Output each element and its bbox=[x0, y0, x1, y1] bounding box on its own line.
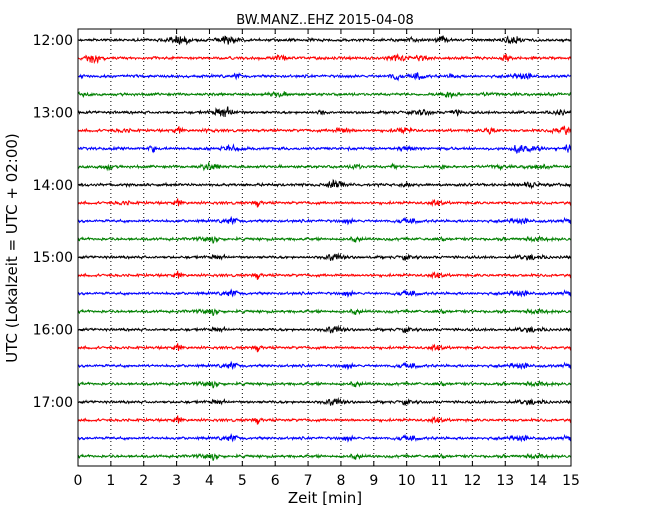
trace-line bbox=[77, 360, 572, 371]
trace-line bbox=[77, 35, 572, 46]
x-tick-label: 7 bbox=[304, 473, 313, 489]
x-tick-label: 1 bbox=[106, 473, 115, 489]
trace-line bbox=[77, 235, 572, 244]
x-tick-label: 8 bbox=[336, 473, 345, 489]
y-tick-label: 17:00 bbox=[33, 395, 73, 411]
chart-title: BW.MANZ..EHZ 2015-04-08 bbox=[236, 13, 414, 28]
x-tick-label: 12 bbox=[463, 473, 481, 489]
x-tick-label: 4 bbox=[205, 473, 214, 489]
trace-line bbox=[77, 161, 572, 172]
trace-line bbox=[77, 414, 572, 425]
y-axis-title: UTC (Lokalzeit = UTC + 02:00) bbox=[3, 133, 21, 363]
trace-line bbox=[77, 90, 572, 100]
x-tick-label: 5 bbox=[238, 473, 247, 489]
trace-line bbox=[77, 178, 572, 190]
x-axis-title: Zeit [min] bbox=[288, 489, 362, 507]
trace-line bbox=[77, 215, 572, 226]
x-tick-label: 3 bbox=[172, 473, 181, 489]
y-tick-label: 15:00 bbox=[33, 250, 73, 266]
trace-line bbox=[77, 52, 572, 65]
trace-line bbox=[77, 307, 572, 316]
x-tick-label: 13 bbox=[496, 473, 514, 489]
trace-line bbox=[77, 288, 572, 298]
y-tick-label: 13:00 bbox=[33, 105, 73, 121]
y-axis-ticks: 12:00 13:00 14:00 15:00 16:00 17:00 bbox=[33, 33, 571, 411]
x-tick-label: 10 bbox=[398, 473, 416, 489]
x-tick-label: 11 bbox=[431, 473, 449, 489]
trace-line bbox=[77, 379, 572, 389]
trace-line bbox=[77, 125, 572, 136]
trace-line bbox=[77, 433, 572, 443]
x-tick-label: 6 bbox=[271, 473, 280, 489]
trace-line bbox=[77, 342, 572, 353]
y-tick-label: 16:00 bbox=[33, 323, 73, 339]
trace-line bbox=[77, 106, 572, 118]
trace-line bbox=[77, 324, 572, 334]
trace-line bbox=[77, 197, 572, 208]
y-tick-label: 12:00 bbox=[33, 33, 73, 49]
trace-line bbox=[77, 396, 572, 406]
trace-line bbox=[77, 270, 572, 280]
vertical-grid bbox=[110, 29, 539, 466]
x-tick-label: 9 bbox=[369, 473, 378, 489]
trace-line bbox=[77, 143, 572, 154]
x-tick-label: 14 bbox=[529, 473, 547, 489]
plot-frame bbox=[77, 28, 572, 467]
trace-line bbox=[77, 252, 572, 262]
seismic-traces bbox=[77, 35, 572, 461]
trace-line bbox=[77, 71, 571, 82]
x-tick-label: 15 bbox=[562, 473, 580, 489]
x-axis-ticks: 0 1 2 3 4 5 6 7 8 9 10 11 12 13 14 15 bbox=[74, 29, 580, 489]
y-tick-label: 14:00 bbox=[33, 178, 73, 194]
x-tick-label: 0 bbox=[74, 473, 83, 489]
x-tick-label: 2 bbox=[139, 473, 148, 489]
trace-line bbox=[77, 452, 572, 461]
